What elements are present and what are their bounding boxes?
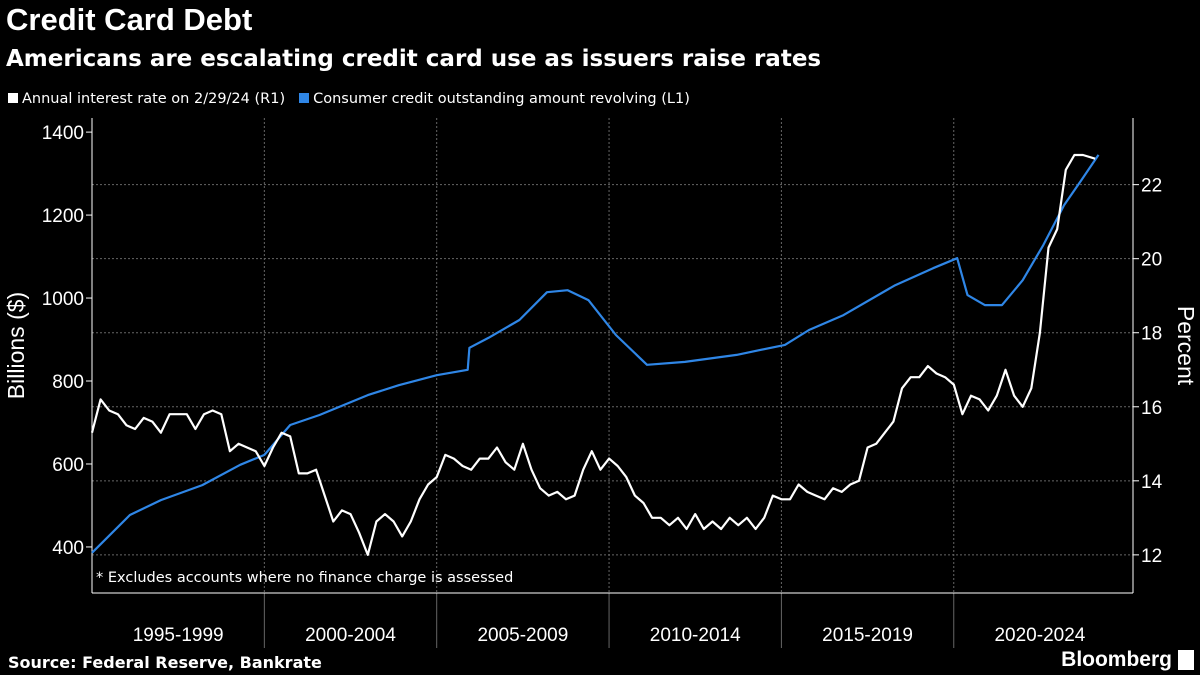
left-tick-label: 600 (52, 455, 84, 476)
left-tick-label: 800 (52, 372, 84, 393)
left-axis-label: Billions ($) (3, 292, 29, 399)
rate-line (90, 153, 1096, 556)
x-category-label: 2010-2014 (650, 625, 741, 646)
bloomberg-logo: Bloomberg (1061, 648, 1172, 671)
right-tick-label: 12 (1141, 546, 1162, 567)
legend-item-credit: Consumer credit outstanding amount revol… (299, 91, 690, 107)
legend-swatch-rate (8, 93, 18, 103)
left-tick-label: 1000 (42, 289, 84, 310)
right-tick-label: 14 (1141, 472, 1163, 493)
left-tick-label: 1400 (42, 123, 84, 144)
legend-label-rate: Annual interest rate on 2/29/24 (R1) (22, 91, 286, 107)
x-category-label: 2005-2009 (477, 625, 568, 646)
x-category-label: 2020-2024 (994, 625, 1085, 646)
credit-line (91, 154, 1100, 554)
legend-swatch-credit (299, 93, 310, 103)
x-category-label: 1995-1999 (133, 625, 224, 646)
right-axis-label: Percent (1173, 306, 1199, 386)
footnote: * Excludes accounts where no finance cha… (96, 570, 513, 586)
chart-subtitle: Americans are escalating credit card use… (6, 46, 822, 72)
legend: Annual interest rate on 2/29/24 (R1) Con… (8, 91, 690, 107)
right-tick-label: 16 (1141, 398, 1162, 419)
left-tick-label: 400 (52, 538, 84, 559)
right-tick-label: 18 (1141, 324, 1162, 345)
bloomberg-logo-icon (1178, 650, 1194, 670)
x-category-label: 2000-2004 (305, 625, 396, 646)
legend-item-rate: Annual interest rate on 2/29/24 (R1) (8, 91, 285, 107)
source-note: Source: Federal Reserve, Bankrate (8, 653, 322, 672)
x-category-label: 2015-2019 (822, 625, 913, 646)
chart-title: Credit Card Debt (6, 2, 253, 37)
right-tick-label: 20 (1141, 250, 1162, 271)
right-tick-label: 22 (1141, 176, 1162, 197)
left-tick-label: 1200 (42, 206, 84, 227)
legend-label-credit: Consumer credit outstanding amount revol… (313, 91, 690, 107)
